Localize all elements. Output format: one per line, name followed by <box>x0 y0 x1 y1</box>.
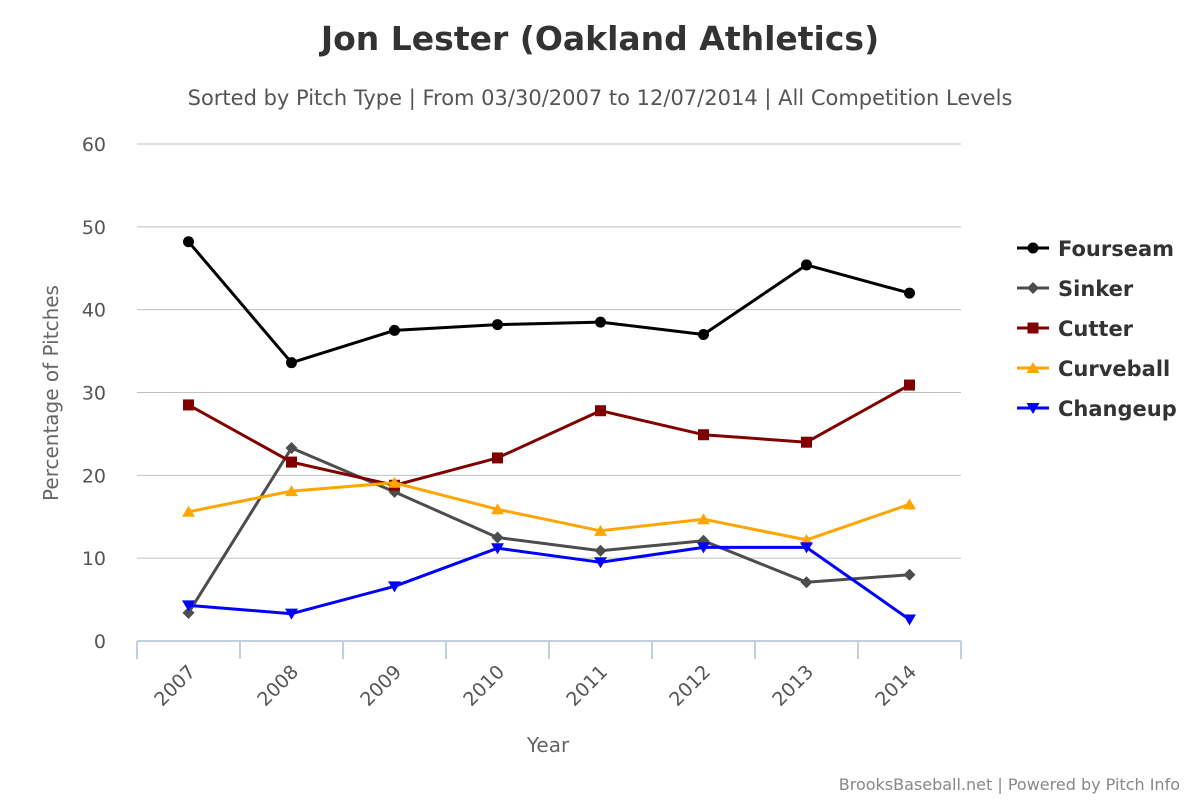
x-tick-label: 2010 <box>459 661 509 711</box>
legend-swatch-marker <box>1027 322 1039 334</box>
data-point-cutter <box>183 399 194 411</box>
series-fourseam <box>183 236 915 369</box>
data-point-curveball <box>388 476 401 488</box>
data-point-sinker <box>594 544 607 557</box>
y-tick-label: 20 <box>82 465 106 487</box>
series-line-changeup <box>188 545 911 621</box>
data-point-sinker <box>182 606 195 619</box>
x-tick-label: 2014 <box>871 661 921 711</box>
legend-label: Curveball <box>1058 357 1170 381</box>
legend-swatch-marker <box>1027 282 1039 294</box>
series-changeup <box>182 542 916 626</box>
data-point-cutter <box>801 436 812 448</box>
chart-subtitle: Sorted by Pitch Type | From 03/30/2007 t… <box>188 86 1013 111</box>
legend-swatch-marker <box>1026 403 1040 414</box>
x-tick-label: 2007 <box>150 661 200 711</box>
y-tick-label: 30 <box>82 383 106 405</box>
legend-item-fourseam[interactable]: Fourseam <box>1017 237 1174 261</box>
y-axis-ticks: 0 10 20 30 40 50 60 <box>82 134 106 653</box>
legend: Fourseam Sinker Cutter Curveball Changeup <box>1017 237 1177 421</box>
data-point-changeup <box>800 542 813 554</box>
data-point-curveball <box>903 498 916 510</box>
x-axis-title: Year <box>526 733 570 757</box>
data-point-changeup <box>285 608 298 620</box>
legend-item-cutter[interactable]: Cutter <box>1017 317 1134 341</box>
data-point-curveball <box>697 513 710 525</box>
data-point-cutter <box>698 429 709 441</box>
y-tick-label: 60 <box>82 134 106 156</box>
data-point-fourseam <box>698 329 709 341</box>
legend-item-changeup[interactable]: Changeup <box>1017 397 1177 421</box>
legend-item-sinker[interactable]: Sinker <box>1017 277 1134 301</box>
data-point-fourseam <box>389 324 400 336</box>
series-cutter <box>183 379 915 491</box>
series-line-cutter <box>187 383 911 487</box>
credits-text: BrooksBaseball.net | Powered by Pitch In… <box>839 775 1180 794</box>
x-tick-label: 2011 <box>562 661 612 711</box>
y-tick-label: 50 <box>82 217 106 239</box>
data-point-changeup <box>594 557 607 569</box>
data-point-curveball <box>285 485 298 497</box>
data-point-curveball <box>491 503 504 515</box>
legend-swatch-marker <box>1026 362 1040 373</box>
legend-label: Cutter <box>1058 317 1134 341</box>
legend-label: Sinker <box>1058 277 1134 301</box>
x-tick-label: 2013 <box>768 661 818 711</box>
data-point-fourseam <box>595 316 606 328</box>
data-point-changeup <box>491 543 504 555</box>
data-point-fourseam <box>801 259 812 271</box>
data-point-curveball <box>800 533 813 545</box>
data-point-fourseam <box>492 319 503 331</box>
data-point-cutter <box>904 379 915 391</box>
series-line-fourseam <box>187 240 910 365</box>
data-point-changeup <box>182 600 195 612</box>
series-group <box>182 236 916 626</box>
y-axis-title: Percentage of Pitches <box>39 285 63 501</box>
chart-title: Jon Lester (Oakland Athletics) <box>319 19 879 58</box>
y-tick-label: 10 <box>82 548 106 570</box>
series-line-sinker <box>187 446 910 614</box>
series-curveball <box>182 476 916 545</box>
legend-label: Fourseam <box>1058 237 1174 261</box>
data-point-fourseam <box>286 357 297 369</box>
x-tick-label: 2009 <box>356 661 406 711</box>
data-point-changeup <box>903 614 916 626</box>
data-point-curveball <box>594 524 607 536</box>
data-point-cutter <box>286 456 297 468</box>
data-point-cutter <box>595 405 606 417</box>
legend-label: Changeup <box>1058 397 1177 421</box>
legend-item-curveball[interactable]: Curveball <box>1017 357 1170 381</box>
series-line-curveball <box>188 481 910 542</box>
legend-swatch-marker <box>1027 242 1039 254</box>
data-point-changeup <box>388 581 401 593</box>
data-point-cutter <box>492 452 503 464</box>
data-point-curveball <box>182 505 195 517</box>
data-point-sinker <box>285 441 298 454</box>
data-point-changeup <box>697 542 710 554</box>
data-point-sinker <box>903 568 916 581</box>
series-sinker <box>182 441 916 619</box>
data-point-fourseam <box>904 287 915 299</box>
data-point-sinker <box>491 531 504 544</box>
x-axis: 2007 2008 2009 2010 2011 2012 2013 2014 <box>136 640 962 711</box>
y-tick-label: 0 <box>94 631 106 653</box>
x-tick-label: 2012 <box>665 661 715 711</box>
y-tick-label: 40 <box>82 300 106 322</box>
data-point-sinker <box>800 576 813 589</box>
data-point-fourseam <box>183 236 194 248</box>
x-tick-label: 2008 <box>253 661 303 711</box>
